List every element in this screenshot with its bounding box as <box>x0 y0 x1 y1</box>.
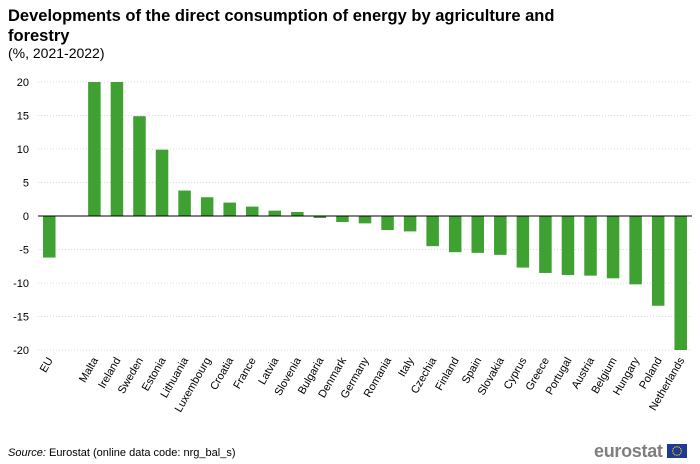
x-tick-label: EU <box>38 355 56 374</box>
eu-flag-star <box>673 454 676 456</box>
bar <box>471 216 485 253</box>
eu-flag-star <box>679 452 682 454</box>
bar <box>674 216 687 350</box>
y-tick-label: -20 <box>13 345 29 357</box>
y-tick-label: 15 <box>17 111 29 123</box>
eu-flag-star <box>679 448 682 450</box>
bar <box>358 216 372 224</box>
eu-flag-star <box>675 446 678 448</box>
eu-flag-star <box>672 452 674 454</box>
bar <box>178 190 191 216</box>
eu-flag-icon <box>666 444 687 458</box>
bar <box>629 216 642 285</box>
y-tick-label: 5 <box>23 178 29 190</box>
chart-subtitle: (%, 2021-2022) <box>8 45 105 61</box>
eurostat-logo: eurostat <box>594 440 687 462</box>
eu-flag-star <box>675 454 678 456</box>
y-tick-label: -5 <box>19 245 29 257</box>
logo-text: eurostat <box>594 440 663 461</box>
bar <box>539 216 552 273</box>
eu-flag-background <box>666 444 687 458</box>
bar <box>448 216 462 253</box>
eu-flag-star <box>671 450 674 452</box>
bar <box>291 211 304 216</box>
eu-flag-star <box>680 450 682 452</box>
source-label: Source: <box>8 447 46 459</box>
chart-title: Developments of the direct consumption o… <box>8 7 555 45</box>
eu-flag-star <box>678 454 680 456</box>
eu-flag-star <box>673 446 676 448</box>
y-tick-label: 20 <box>17 77 29 89</box>
bar <box>245 206 259 216</box>
x-tick-label: France <box>231 356 259 392</box>
bar <box>426 216 439 247</box>
bar <box>268 210 282 216</box>
source-note: Source: Eurostat (online data code: nrg_… <box>8 447 235 459</box>
y-tick-label: -15 <box>13 312 29 324</box>
eu-flag-star <box>678 446 680 448</box>
bar <box>606 216 620 279</box>
eu-flag-stars <box>671 446 682 456</box>
y-tick-label: 0 <box>23 211 29 223</box>
bar <box>133 116 146 216</box>
bar <box>494 216 507 255</box>
bar <box>381 216 394 231</box>
bar <box>200 197 214 216</box>
bar <box>336 216 349 223</box>
source-text: Eurostat (online data code: nrg_bal_s) <box>45 447 236 459</box>
bar <box>155 149 169 216</box>
bar <box>43 216 56 258</box>
eu-flag-star <box>672 448 674 450</box>
bar <box>584 216 597 276</box>
bar <box>88 82 101 216</box>
bar <box>651 216 665 306</box>
bar <box>561 216 575 275</box>
bar <box>403 216 417 232</box>
bar <box>223 202 236 216</box>
y-tick-label: -10 <box>13 278 29 290</box>
bar <box>516 216 530 268</box>
bar <box>313 216 327 219</box>
bar <box>110 82 124 216</box>
y-tick-label: 10 <box>17 144 29 156</box>
x-tick-label: Italy <box>396 355 417 379</box>
